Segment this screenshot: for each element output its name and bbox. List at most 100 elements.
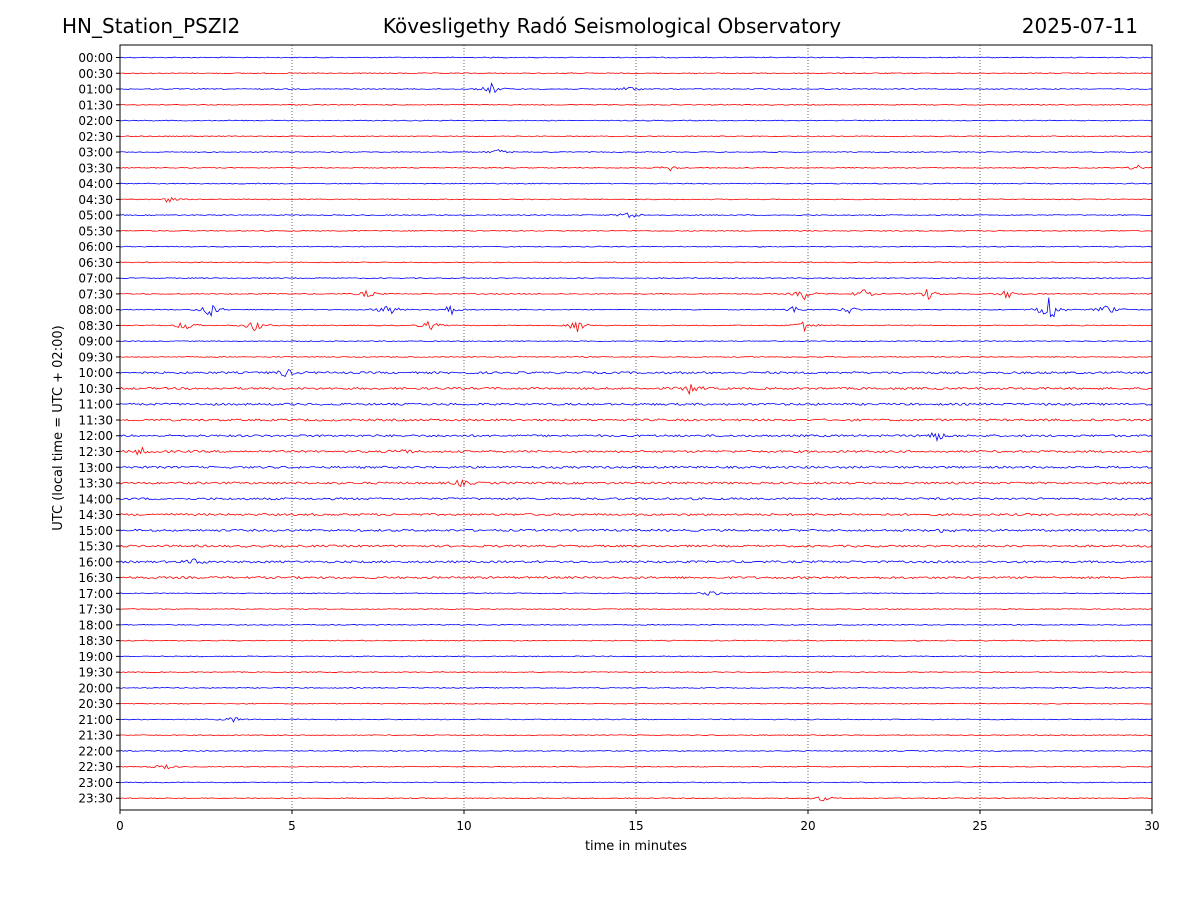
y-tick-label: 04:00 <box>78 177 113 191</box>
y-tick-label: 23:00 <box>78 776 113 790</box>
y-tick-label: 00:30 <box>78 67 113 81</box>
trace-0500 <box>119 212 1153 219</box>
y-tick-label: 16:00 <box>78 555 113 569</box>
x-axis-label: time in minutes <box>585 839 687 854</box>
trace-2200 <box>119 750 1153 752</box>
trace-1130 <box>119 418 1153 422</box>
trace-2130 <box>119 734 1153 737</box>
x-tick-label: 20 <box>800 819 815 833</box>
y-tick-label: 11:30 <box>78 413 113 427</box>
trace-2300 <box>119 781 1153 784</box>
title-bar: HN_Station_PSZI2 Kövesligethy Radó Seism… <box>0 14 1200 44</box>
trace-1400 <box>119 497 1153 501</box>
y-tick-label: 22:30 <box>78 760 113 774</box>
y-tick-label: 06:00 <box>78 240 113 254</box>
station-name: HN_Station_PSZI2 <box>62 14 241 38</box>
y-tick-label: 05:00 <box>78 209 113 223</box>
y-tick-label: 09:30 <box>78 350 113 364</box>
y-tick-label: 00:00 <box>78 51 113 65</box>
y-tick-label: 16:30 <box>78 571 113 585</box>
chart-date: 2025-07-11 <box>1021 14 1138 38</box>
x-tick-label: 10 <box>456 819 471 833</box>
y-tick-label: 19:00 <box>78 650 113 664</box>
x-tick-label: 0 <box>116 819 124 833</box>
y-tick-label: 11:00 <box>78 398 113 412</box>
y-tick-label: 23:30 <box>78 792 113 806</box>
trace-0400 <box>119 182 1153 185</box>
x-tick-label: 25 <box>972 819 987 833</box>
trace-1000 <box>119 369 1153 378</box>
trace-1300 <box>119 465 1153 469</box>
trace-2330 <box>119 796 1153 802</box>
trace-1330 <box>119 478 1153 488</box>
y-tick-label: 21:00 <box>78 713 113 727</box>
y-tick-label: 18:30 <box>78 634 113 648</box>
y-tick-label: 18:00 <box>78 618 113 632</box>
y-tick-label: 02:00 <box>78 114 113 128</box>
trace-0230 <box>119 135 1153 138</box>
trace-0130 <box>119 103 1153 106</box>
trace-1730 <box>119 608 1153 610</box>
y-tick-label: 19:30 <box>78 666 113 680</box>
y-tick-label: 21:30 <box>78 729 113 743</box>
y-tick-label: 07:30 <box>78 287 113 301</box>
chart-title: Kövesligethy Radó Seismological Observat… <box>382 14 842 38</box>
trace-1230 <box>119 446 1153 456</box>
trace-0600 <box>119 245 1153 248</box>
y-tick-label: 10:30 <box>78 382 113 396</box>
trace-0730 <box>119 289 1153 301</box>
y-tick-label: 12:00 <box>78 429 113 443</box>
y-tick-label: 13:00 <box>78 461 113 475</box>
trace-1530 <box>119 544 1153 548</box>
y-axis-label: UTC (local time = UTC + 02:00) <box>51 325 66 530</box>
trace-1030 <box>119 384 1153 396</box>
y-tick-label: 12:30 <box>78 445 113 459</box>
y-tick-label: 03:30 <box>78 161 113 175</box>
trace-2100 <box>120 717 1153 723</box>
trace-0000 <box>119 56 1153 59</box>
trace-0300 <box>119 149 1153 154</box>
y-tick-label: 02:30 <box>78 130 113 144</box>
y-tick-label: 20:30 <box>78 697 113 711</box>
y-tick-label: 15:00 <box>78 524 113 538</box>
y-tick-label: 08:30 <box>78 319 113 333</box>
trace-1630 <box>119 575 1153 580</box>
trace-1430 <box>119 512 1153 517</box>
trace-2000 <box>119 687 1153 689</box>
y-tick-label: 01:00 <box>78 83 113 97</box>
trace-1600 <box>119 558 1153 564</box>
x-tick-label: 30 <box>1144 819 1159 833</box>
x-tick-label: 5 <box>288 819 296 833</box>
x-axis-ticks: 0 5 10 15 20 25 30 <box>116 810 1160 833</box>
trace-0100 <box>119 82 1153 95</box>
traces <box>119 56 1153 802</box>
y-tick-label: 17:00 <box>78 587 113 601</box>
x-tick-label: 15 <box>628 819 643 833</box>
y-tick-label: 14:00 <box>78 492 113 506</box>
trace-0200 <box>119 119 1153 122</box>
y-tick-label: 08:00 <box>78 303 113 317</box>
trace-0330 <box>119 164 1153 172</box>
y-tick-label: 06:30 <box>78 256 113 270</box>
y-tick-label: 03:00 <box>78 146 113 160</box>
trace-2030 <box>119 702 1153 705</box>
trace-1700 <box>119 591 1153 596</box>
trace-0630 <box>119 261 1153 264</box>
y-tick-label: 14:30 <box>78 508 113 522</box>
trace-0700 <box>119 277 1153 280</box>
trace-0900 <box>119 340 1153 343</box>
trace-0800 <box>119 297 1153 318</box>
y-tick-label: 10:00 <box>78 366 113 380</box>
trace-1200 <box>119 432 1153 443</box>
y-tick-label: 09:00 <box>78 335 113 349</box>
y-tick-label: 01:30 <box>78 98 113 112</box>
y-tick-label: 13:30 <box>78 477 113 491</box>
y-tick-label: 04:30 <box>78 193 113 207</box>
trace-1900 <box>119 655 1153 658</box>
y-tick-label: 20:00 <box>78 681 113 695</box>
trace-0530 <box>119 229 1153 232</box>
trace-1830 <box>119 639 1153 642</box>
y-tick-label: 17:30 <box>78 603 113 617</box>
